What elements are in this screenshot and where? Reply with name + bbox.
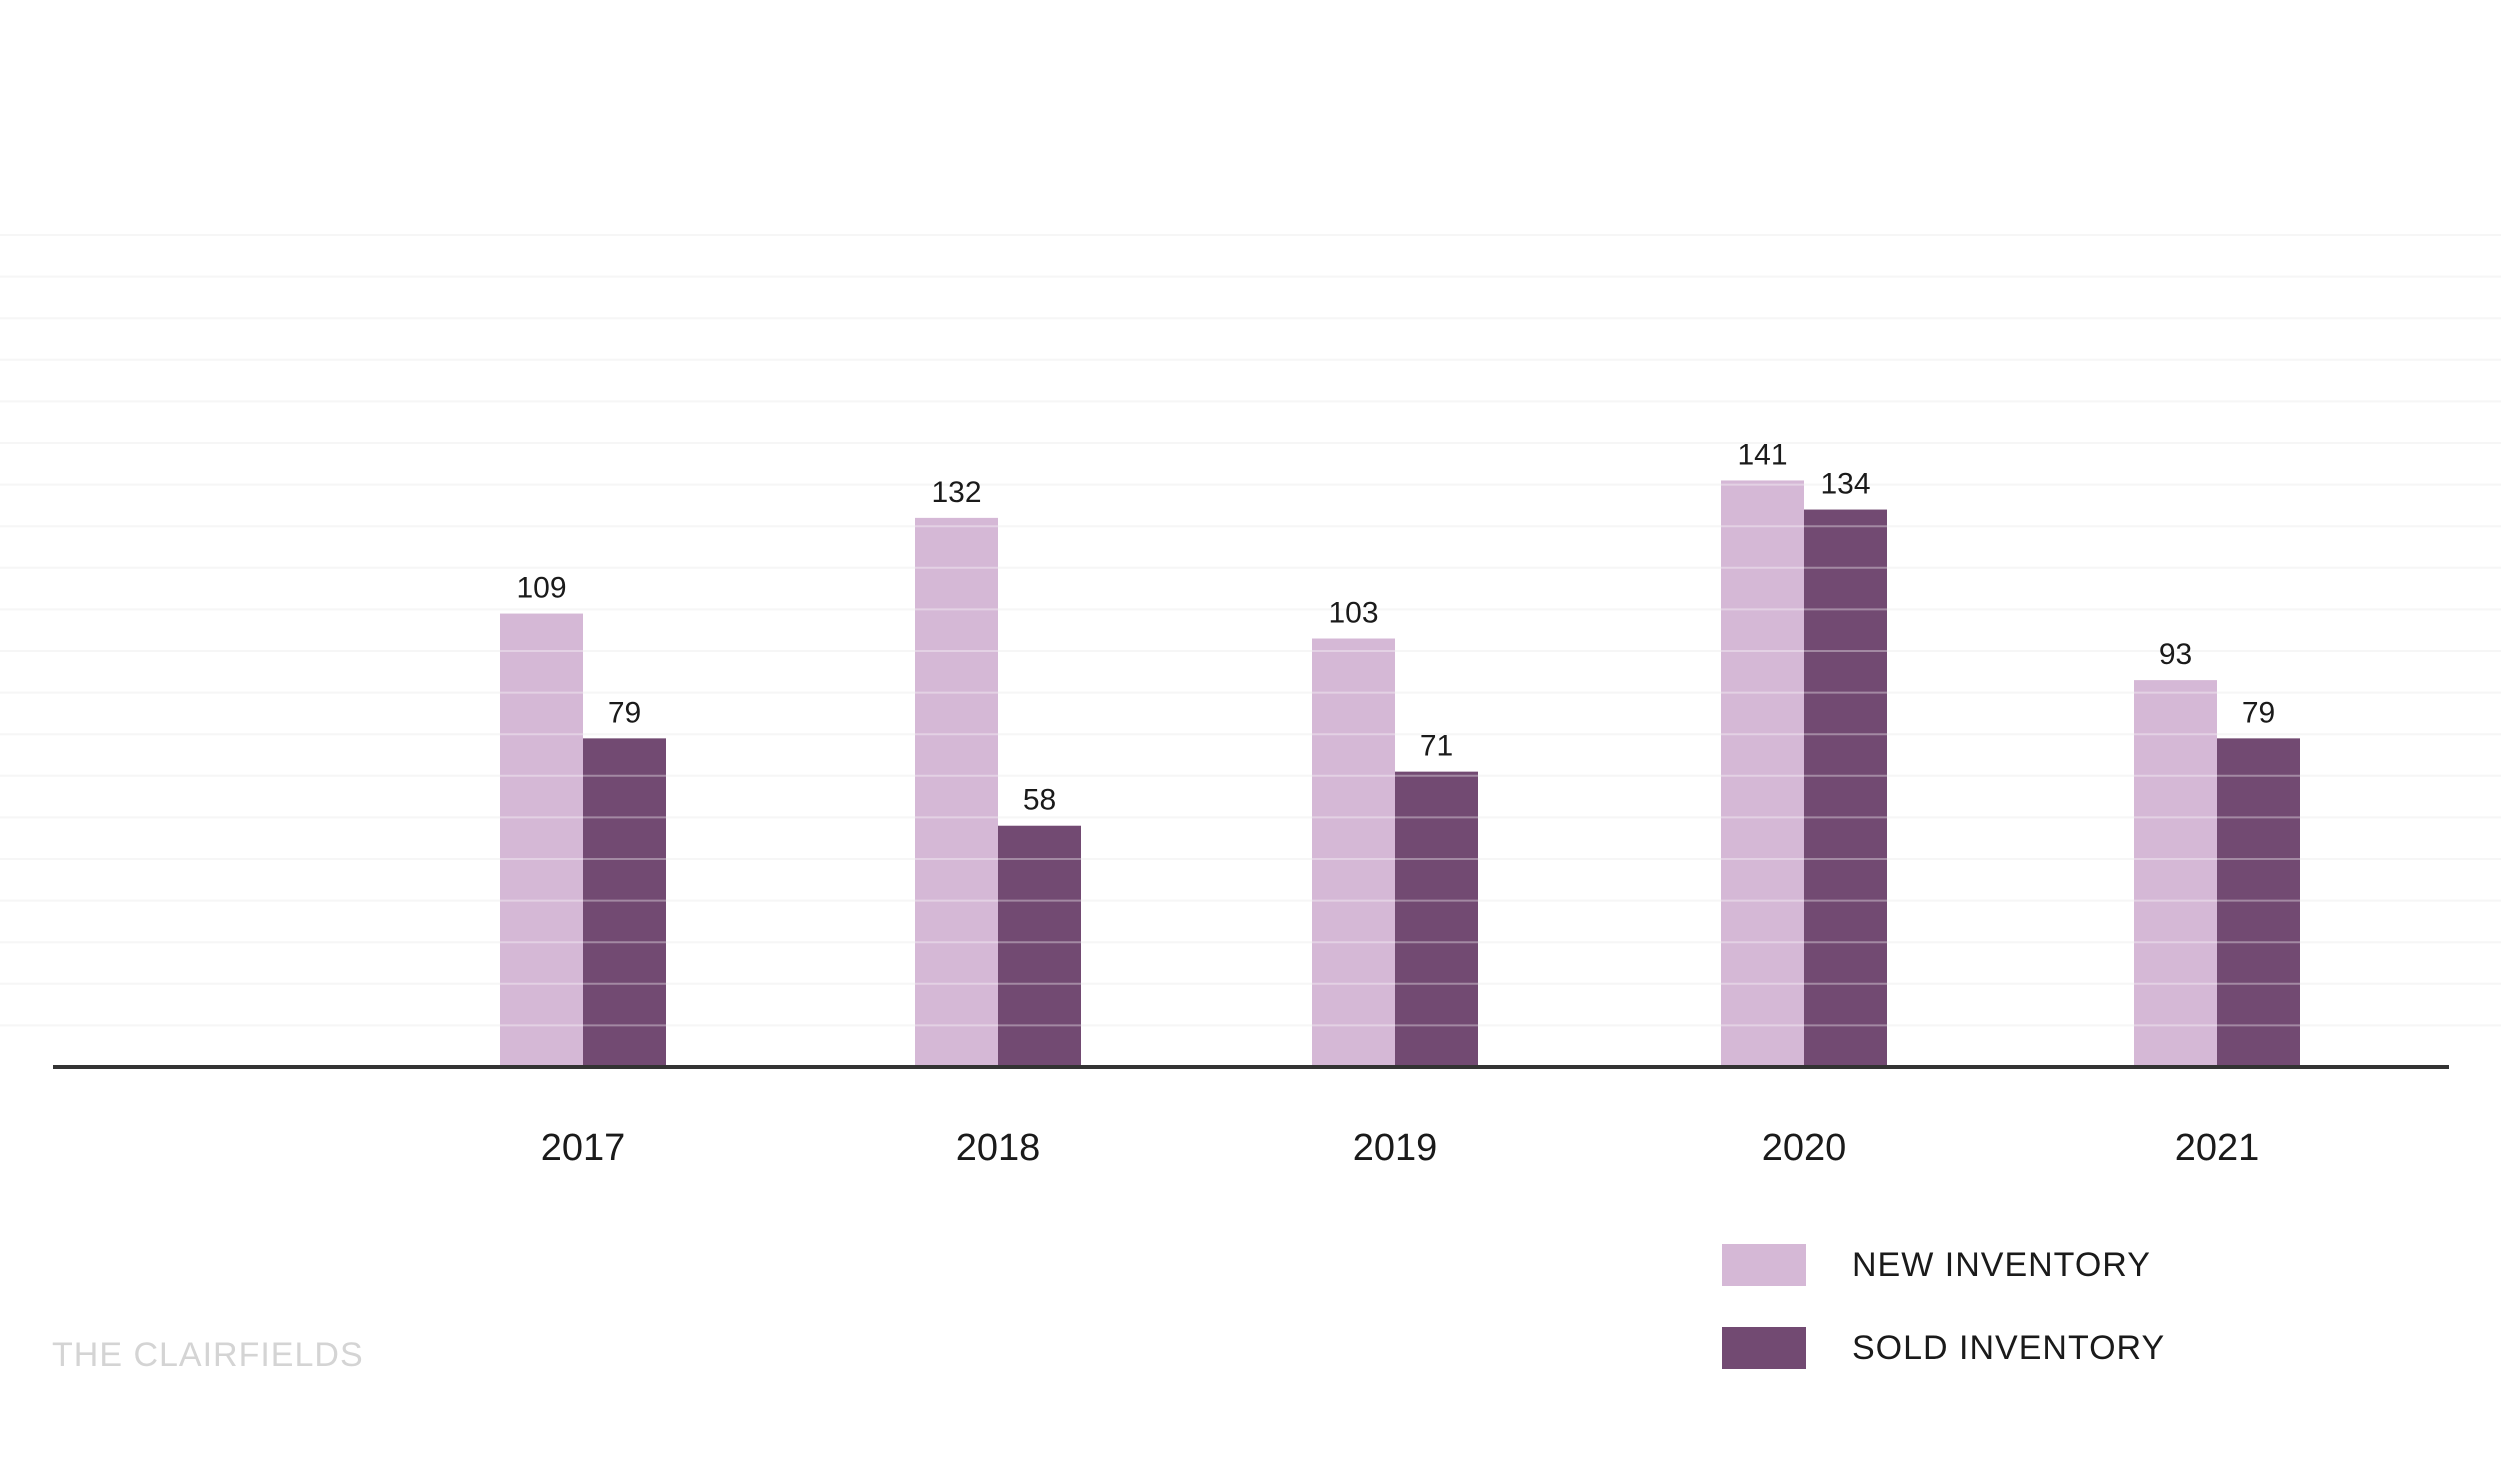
value-label-new-2018: 132 [931,476,981,509]
x-tick-label-2019: 2019 [1353,1127,1438,1169]
bar-new-2018 [915,517,998,1067]
value-label-new-2021: 93 [2159,638,2192,671]
value-label-new-2017: 109 [516,572,566,605]
gridlines [0,234,2501,1027]
bar-sold-2017 [583,738,666,1067]
legend-item-new-inventory: NEW INVENTORY [1722,1244,2165,1286]
value-label-sold-2017: 79 [608,696,641,729]
legend-label-new-inventory: NEW INVENTORY [1852,1245,2151,1284]
x-tick-label-2021: 2021 [2175,1127,2260,1169]
legend-item-sold-inventory: SOLD INVENTORY [1722,1327,2165,1369]
legend-label-sold-inventory: SOLD INVENTORY [1852,1328,2166,1367]
value-label-sold-2020: 134 [1820,468,1870,501]
bar-sold-2019 [1395,771,1478,1067]
value-label-sold-2021: 79 [2242,696,2275,729]
x-tick-label-2020: 2020 [1762,1127,1847,1169]
value-label-new-2020: 141 [1737,438,1787,471]
bars-group [0,234,2501,1067]
bar-sold-2021 [2217,738,2300,1067]
bar-new-2017 [500,613,583,1067]
bar-sold-2020 [1804,509,1887,1067]
bar-new-2021 [2134,680,2217,1067]
x-tick-label-2017: 2017 [541,1127,626,1169]
bar-sold-2018 [998,825,1081,1067]
legend-swatch-sold-inventory [1722,1327,1806,1369]
value-label-sold-2018: 58 [1023,784,1056,817]
value-labels-group: 109 79 132 58 103 71 141 134 93 79 [516,438,2275,816]
bar-new-2019 [1312,638,1395,1067]
x-tick-label-2018: 2018 [956,1127,1041,1169]
x-tick-labels-group: 2017 2018 2019 2020 2021 [541,1127,2260,1169]
legend-swatch-new-inventory [1722,1244,1806,1286]
bar-new-2020 [1721,480,1804,1067]
legend: NEW INVENTORY SOLD INVENTORY [1722,1244,2165,1410]
watermark-text: THE CLAIRFIELDS [52,1336,364,1374]
value-label-new-2019: 103 [1328,597,1378,630]
value-label-sold-2019: 71 [1420,730,1453,763]
